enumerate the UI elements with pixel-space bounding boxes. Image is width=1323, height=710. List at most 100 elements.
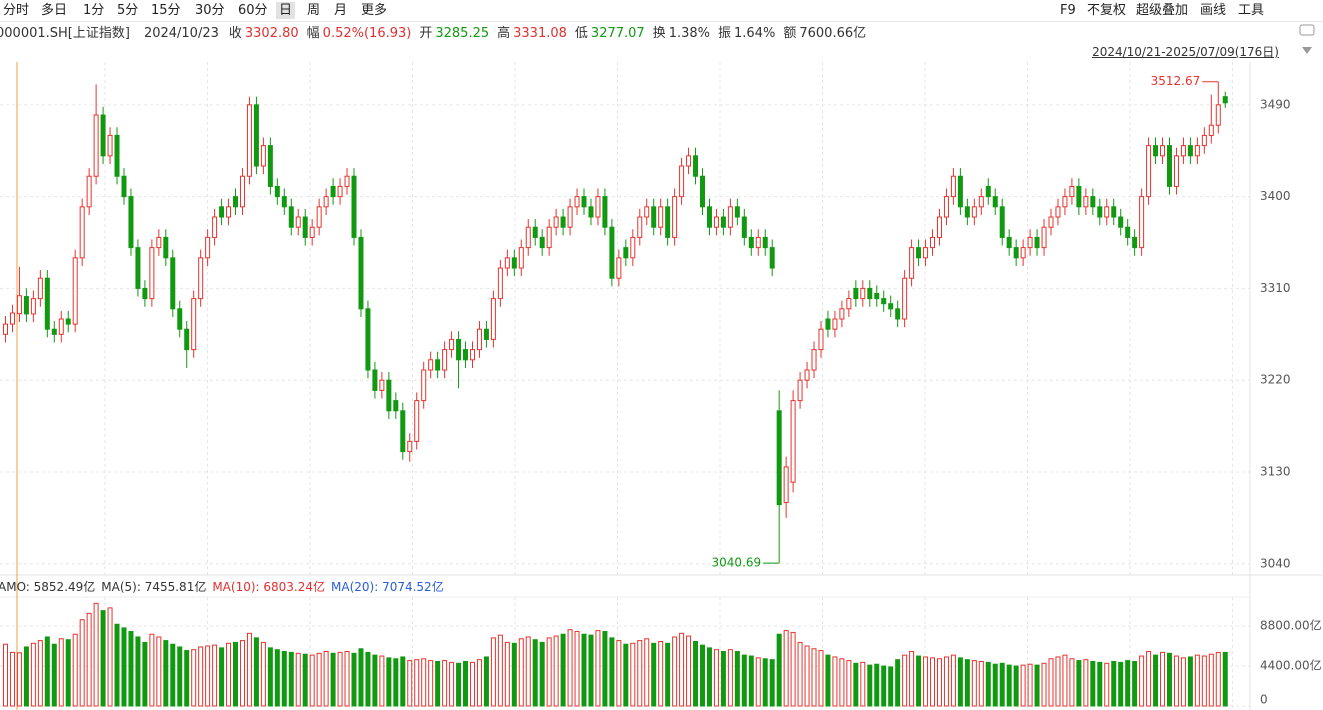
volume-bar xyxy=(316,652,322,707)
candle-body xyxy=(1146,145,1152,198)
volume-bar xyxy=(804,645,810,707)
candle-body xyxy=(483,328,489,340)
candle-body xyxy=(1069,185,1075,198)
volume-bar xyxy=(407,660,413,707)
period-tab[interactable]: 日 xyxy=(276,2,296,19)
volume-bar xyxy=(79,619,85,707)
candle-body xyxy=(226,206,232,218)
candle-body xyxy=(288,206,294,228)
volume-bar xyxy=(351,652,357,707)
volume-bar xyxy=(295,652,301,707)
volume-bar xyxy=(1013,665,1019,707)
candle-body xyxy=(790,400,796,483)
volume-bar xyxy=(191,649,197,707)
volume-bar xyxy=(323,651,329,707)
candle-body xyxy=(518,247,524,269)
tool-button[interactable]: 超级叠加 xyxy=(1136,3,1189,18)
field-label: 高 xyxy=(497,26,511,41)
icon[interactable] xyxy=(1302,47,1312,54)
volume-legend: MA(20): 7074.52亿 xyxy=(331,580,444,594)
tool-button[interactable]: 画线 xyxy=(1200,3,1227,18)
candle-body xyxy=(442,349,448,371)
candle-body xyxy=(400,410,406,453)
volume-bar xyxy=(588,634,594,707)
candle-body xyxy=(156,236,162,249)
volume-bar xyxy=(644,638,650,707)
field-value: 3331.08 xyxy=(513,26,567,41)
volume-bar xyxy=(762,658,768,707)
volume-bar xyxy=(713,649,719,707)
candle-body xyxy=(1097,206,1103,218)
candle-body xyxy=(309,226,315,238)
field-value: 3285.25 xyxy=(435,26,490,41)
volume-bar xyxy=(497,634,503,707)
candle-body xyxy=(407,440,413,453)
period-tab[interactable]: 月 xyxy=(334,3,348,18)
volume-bar xyxy=(832,656,838,707)
candle-body xyxy=(3,323,8,335)
volume-bar xyxy=(107,607,113,707)
volume-bar xyxy=(428,660,434,707)
candle-body xyxy=(978,196,984,208)
icon[interactable] xyxy=(1299,24,1315,36)
candle-body xyxy=(957,175,963,208)
period-tab[interactable]: 60分 xyxy=(238,3,268,18)
volume-bar xyxy=(1076,660,1082,707)
date-range[interactable]: 2024/10/21-2025/07/09(176日) xyxy=(1092,45,1279,59)
volume-bar xyxy=(239,640,245,707)
candle-body xyxy=(149,247,155,300)
volume-bar xyxy=(1146,651,1152,707)
candle-body xyxy=(449,338,455,351)
volume-bar xyxy=(539,641,545,707)
volume-bar xyxy=(518,638,524,707)
period-tab[interactable]: 1分 xyxy=(83,3,105,18)
volume-bar xyxy=(1166,652,1172,707)
volume-bar xyxy=(156,636,162,707)
candle-body xyxy=(553,216,559,228)
candle-body xyxy=(1180,145,1186,157)
candle-body xyxy=(511,257,517,269)
candle-body xyxy=(1187,145,1193,157)
volume-bar xyxy=(337,651,343,707)
tool-button[interactable]: 工具 xyxy=(1238,3,1265,18)
candle-body xyxy=(644,206,650,218)
candle-body xyxy=(1062,196,1068,208)
period-tab[interactable]: 更多 xyxy=(361,3,388,18)
candle-body xyxy=(964,206,970,218)
period-tab[interactable]: 多日 xyxy=(41,3,68,18)
volume-bar xyxy=(665,642,671,707)
volume-bar xyxy=(1201,655,1207,707)
period-tab[interactable]: 5分 xyxy=(117,3,139,18)
candle-body xyxy=(72,257,78,325)
volume-bar xyxy=(748,655,754,707)
y-tick-label: 3130 xyxy=(1260,464,1291,478)
candle-body xyxy=(588,206,594,218)
volume-bar xyxy=(637,640,643,707)
candle-body xyxy=(992,196,998,208)
period-tab[interactable]: 30分 xyxy=(195,3,225,18)
candle-body xyxy=(44,277,50,330)
candle-body xyxy=(386,379,392,412)
volume-bar xyxy=(525,636,531,707)
volume-bar xyxy=(623,643,629,707)
volume-bar xyxy=(727,649,733,707)
candle-body xyxy=(372,369,378,391)
period-tab[interactable]: 周 xyxy=(307,3,321,18)
candle-body xyxy=(30,298,36,315)
tool-button[interactable]: F9 xyxy=(1060,3,1076,18)
volume-legend: MA(10): 6803.24亿 xyxy=(212,580,326,594)
candle-body xyxy=(212,216,218,238)
field-label: 低 xyxy=(574,26,588,41)
candle-body xyxy=(219,206,225,218)
candle-body xyxy=(755,236,761,249)
period-tab[interactable]: 15分 xyxy=(151,3,181,18)
volume-bar xyxy=(797,641,803,707)
candle-body xyxy=(679,165,685,198)
volume-bar xyxy=(1069,658,1075,707)
volume-bar xyxy=(532,639,538,707)
field-label: 振 xyxy=(718,26,732,41)
min-label: 3040.69 xyxy=(712,556,762,570)
candle-body xyxy=(867,287,873,300)
tool-button[interactable]: 不复权 xyxy=(1087,3,1127,18)
period-tab[interactable]: 分时 xyxy=(3,3,30,18)
